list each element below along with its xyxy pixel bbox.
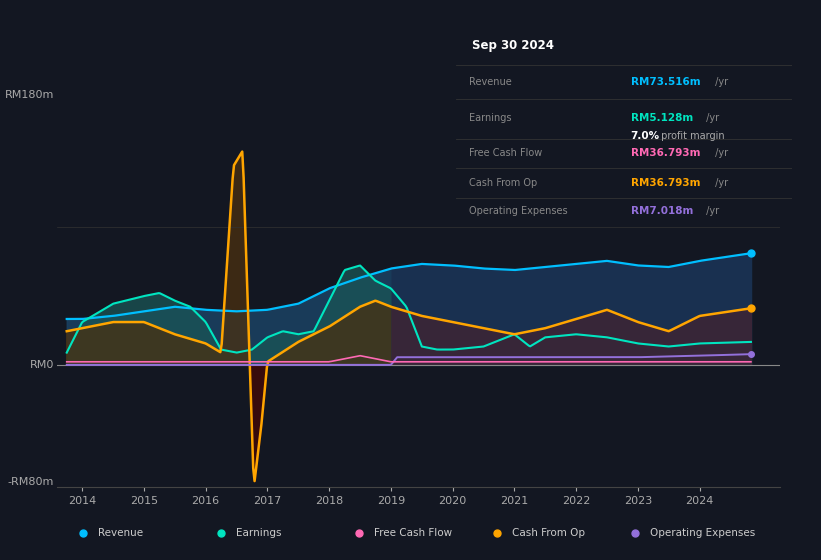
Text: /yr: /yr [713, 178, 728, 188]
Text: RM36.793m: RM36.793m [631, 148, 700, 158]
Text: 7.0%: 7.0% [631, 130, 660, 141]
Text: RM36.793m: RM36.793m [631, 178, 700, 188]
Text: Free Cash Flow: Free Cash Flow [469, 148, 543, 158]
Text: RM180m: RM180m [4, 90, 54, 100]
Text: -RM80m: -RM80m [7, 477, 54, 487]
Text: Operating Expenses: Operating Expenses [469, 206, 568, 216]
Text: Operating Expenses: Operating Expenses [649, 529, 755, 538]
Text: Free Cash Flow: Free Cash Flow [374, 529, 452, 538]
Text: Revenue: Revenue [98, 529, 143, 538]
Text: RM73.516m: RM73.516m [631, 77, 700, 87]
Text: Cash From Op: Cash From Op [469, 178, 538, 188]
Text: Sep 30 2024: Sep 30 2024 [473, 39, 554, 52]
Text: Earnings: Earnings [469, 113, 511, 123]
Text: RM7.018m: RM7.018m [631, 206, 693, 216]
Text: /yr: /yr [704, 113, 719, 123]
Text: Cash From Op: Cash From Op [511, 529, 585, 538]
Text: Earnings: Earnings [236, 529, 282, 538]
Text: Revenue: Revenue [469, 77, 511, 87]
Text: RM0: RM0 [30, 360, 54, 370]
Text: profit margin: profit margin [658, 130, 724, 141]
Text: /yr: /yr [713, 77, 728, 87]
Text: /yr: /yr [713, 148, 728, 158]
Text: RM5.128m: RM5.128m [631, 113, 693, 123]
Text: /yr: /yr [704, 206, 719, 216]
